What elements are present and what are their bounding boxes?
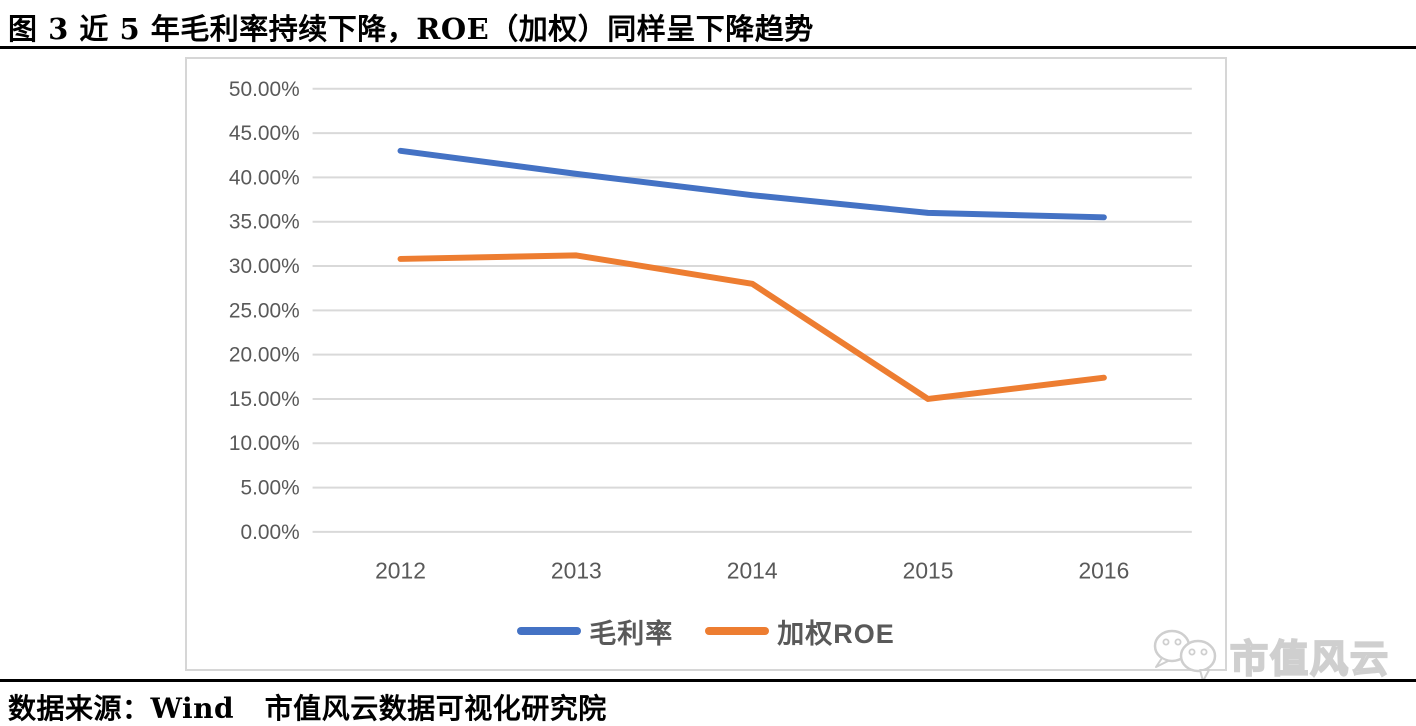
brand-watermark: 市值风云 bbox=[1152, 624, 1390, 686]
figure-title: 图 3 近 5 年毛利率持续下降，ROE（加权）同样呈下降趋势 bbox=[8, 12, 814, 46]
legend-item-weighted-roe: 加权ROE bbox=[705, 612, 895, 651]
legend-label-gross-margin: 毛利率 bbox=[589, 618, 674, 649]
chart-legend: 毛利率 加权ROE bbox=[187, 611, 1225, 651]
chart-area: 50.00% 45.00% 40.00% 35.00% 30.00% 25.00% 20.0… bbox=[185, 57, 1227, 671]
y-axis-tick-label: 50.00% bbox=[229, 78, 300, 101]
data-source-text: 数据来源：Wind 市值风云数据可视化研究院 bbox=[8, 692, 607, 725]
y-axis-tick-label: 20.00% bbox=[229, 344, 300, 367]
title-divider-line bbox=[0, 46, 1416, 49]
legend-item-gross-margin: 毛利率 bbox=[517, 612, 673, 651]
y-axis-tick-label: 35.00% bbox=[229, 211, 300, 234]
watermark-text: 市值风云 bbox=[1229, 638, 1391, 682]
x-axis-tick-label: 2014 bbox=[727, 558, 778, 584]
y-axis-tick-label: 10.00% bbox=[229, 432, 300, 455]
x-axis-tick-label: 2015 bbox=[903, 558, 954, 584]
y-axis-tick-label: 5.00% bbox=[241, 477, 300, 500]
x-axis-tick-label: 2016 bbox=[1078, 558, 1129, 584]
series-line-1 bbox=[397, 252, 1107, 402]
y-axis-tick-label: 40.00% bbox=[229, 166, 300, 189]
legend-label-weighted-roe: 加权ROE bbox=[777, 618, 895, 649]
weighted-roe-line-swatch bbox=[705, 627, 770, 635]
y-axis-tick-label: 30.00% bbox=[229, 255, 300, 278]
series-line-0 bbox=[397, 147, 1107, 221]
y-axis-tick-label: 25.00% bbox=[229, 299, 300, 322]
y-axis-tick-label: 15.00% bbox=[229, 388, 300, 411]
x-axis-tick-label: 2012 bbox=[375, 558, 426, 584]
wechat-icon bbox=[1153, 629, 1217, 682]
gross-margin-line-swatch bbox=[517, 627, 582, 635]
footer-divider-line bbox=[0, 679, 1416, 682]
y-axis-tick-label: 0.00% bbox=[241, 521, 300, 544]
x-axis-tick-label: 2013 bbox=[551, 558, 602, 584]
line-chart: 50.00% 45.00% 40.00% 35.00% 30.00% 25.00% 20.0… bbox=[229, 78, 1192, 584]
y-axis-tick-label: 45.00% bbox=[229, 122, 300, 145]
